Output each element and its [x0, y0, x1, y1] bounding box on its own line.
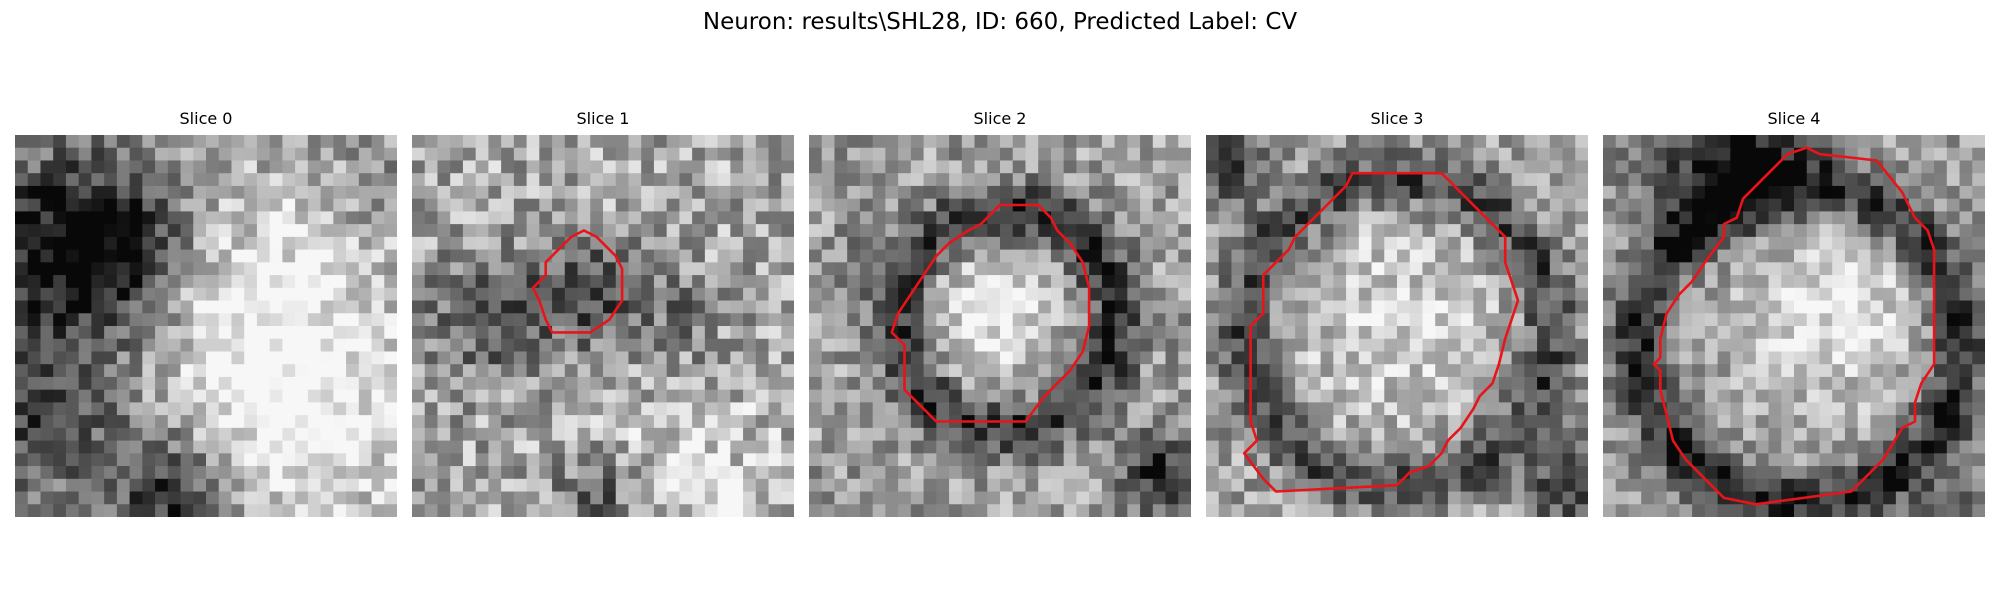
- pixel-grid: [15, 135, 397, 517]
- slice-0-svg: [15, 135, 397, 517]
- slice-image-2: [809, 135, 1191, 517]
- slice-image-4: [1603, 135, 1985, 517]
- panel-title-slice-0: Slice 0: [179, 109, 233, 128]
- slice-2-svg: [809, 135, 1191, 517]
- slice-image-3: [1206, 135, 1588, 517]
- panel-title-slice-4: Slice 4: [1767, 109, 1821, 128]
- segmentation-contour: [1242, 171, 1520, 493]
- panel-title-slice-1: Slice 1: [576, 109, 630, 128]
- slice-image-1: [412, 135, 794, 517]
- segmentation-contour: [1652, 146, 1936, 506]
- pixel-grid: [809, 135, 1191, 517]
- panel-title-slice-3: Slice 3: [1370, 109, 1424, 128]
- figure-title: Neuron: results\SHL28, ID: 660, Predicte…: [702, 9, 1298, 35]
- pixel-grid: [1603, 135, 1985, 517]
- pixel-grid: [1206, 135, 1588, 517]
- panel-title-slice-2: Slice 2: [973, 109, 1027, 128]
- slice-1-svg: [412, 135, 794, 517]
- slice-4-svg: [1603, 135, 1985, 517]
- segmentation-contour: [531, 229, 624, 334]
- slice-image-0: [15, 135, 397, 517]
- pixel-grid: [412, 135, 794, 517]
- slice-3-svg: [1206, 135, 1588, 517]
- segmentation-contour: [890, 203, 1091, 423]
